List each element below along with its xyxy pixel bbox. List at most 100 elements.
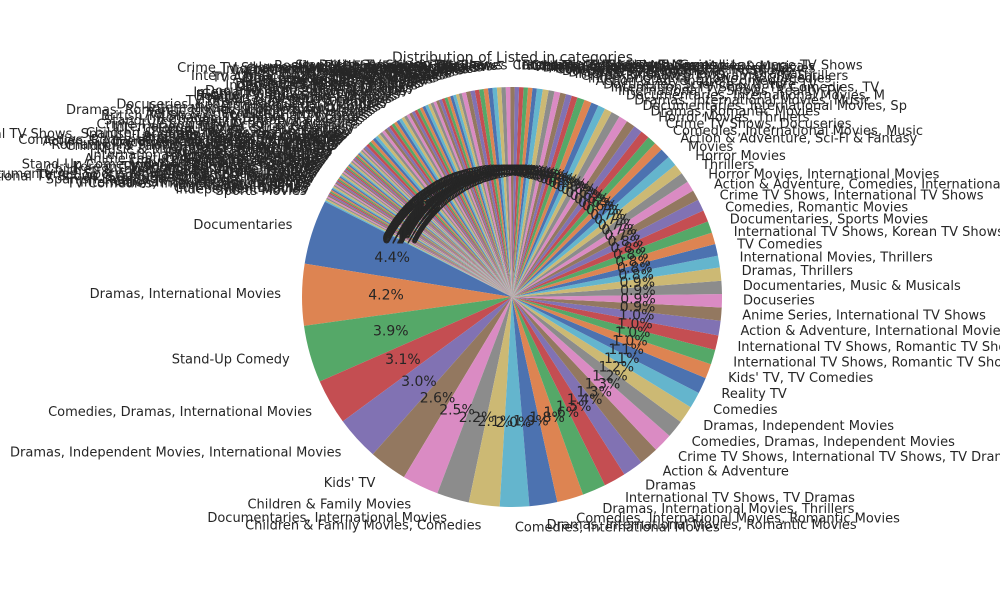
- slice-label: Dramas, Independent Movies, Internationa…: [10, 445, 342, 460]
- slice-percent-label: 0.1%: [400, 206, 436, 222]
- slice-label: Anime Features: [537, 60, 639, 75]
- slice-percent-label: 0.1%: [392, 215, 428, 231]
- slice-percent-label: 0.1%: [399, 206, 435, 222]
- pie-slice: [347, 165, 512, 297]
- slice-percent-label: 4.2%: [368, 288, 404, 304]
- slice-percent-label: 0.9%: [619, 275, 655, 291]
- pie-slice: [512, 199, 704, 297]
- slice-label: Classic Movies, Comedies: [147, 171, 314, 186]
- pie-slice: [496, 87, 512, 298]
- pie-slice: [389, 124, 512, 297]
- slice-label: Children & Family Movies, Anime Features: [46, 163, 320, 178]
- slice-percent-label: 0.3%: [486, 163, 522, 179]
- slice-label: International TV Shows, Spanish-Language…: [0, 127, 348, 142]
- slice-label: Dramas, Faith & Spirituality: [236, 80, 415, 95]
- slice-label: Anime Series: [223, 180, 309, 195]
- pie-slice: [512, 91, 561, 297]
- pie-slice: [483, 88, 512, 297]
- slice-label: Documentaries, International Movies, M: [626, 89, 885, 104]
- pie-slice: [332, 186, 512, 297]
- pie-slice: [512, 297, 706, 393]
- pie-slice: [450, 95, 512, 297]
- pie-slice: [336, 181, 512, 297]
- slice-label: Crime TV Shows, Spanish-Language TV Show…: [177, 61, 478, 76]
- slice-percent-label: 0.1%: [402, 204, 438, 220]
- pie-slice: [411, 111, 512, 297]
- slice-percent-label: 0.2%: [432, 180, 468, 196]
- slice-percent-label: 0.1%: [387, 223, 423, 239]
- slice-percent-label: 0.2%: [420, 187, 456, 203]
- pie-slice: [433, 101, 512, 298]
- slice-label: Reality TV: [721, 387, 787, 402]
- pie-slice: [512, 297, 625, 486]
- slice-label: Anime Series, International TV Shows: [742, 308, 986, 323]
- slice-percent-label: 0.1%: [389, 220, 425, 236]
- slice-percent-label: 2.2%: [459, 410, 495, 426]
- pie-slice: [339, 176, 512, 297]
- slice-label: Dramas, Romantic Movies, Independent Mov…: [66, 103, 376, 118]
- slice-label: Sci-Fi & Fantasy: [307, 83, 410, 98]
- slice-label: Documentaries, Sports Movies, Internatio…: [0, 167, 316, 182]
- pie-slice: [366, 143, 512, 297]
- slice-label: TV Mysteries, TV Thrillers: [161, 151, 327, 166]
- slice-percent-label: 0.4%: [528, 168, 564, 184]
- slice-label: TV Comedies, TV Dramas: [246, 81, 412, 96]
- slice-percent-label: 2.1%: [478, 414, 514, 430]
- slice-percent-label: 0.1%: [393, 214, 429, 230]
- pie-slice: [512, 87, 524, 298]
- slice-percent-label: 0.8%: [610, 240, 646, 256]
- pie-slice: [345, 167, 512, 297]
- slice-label: LGBTQ Movies, Dramas: [165, 164, 318, 179]
- pie-slice: [510, 87, 515, 298]
- pie-slice: [382, 130, 512, 297]
- pie-slice: [512, 255, 720, 297]
- slice-percent-label: 4.4%: [374, 250, 410, 266]
- slice-label: International Movies, Thrillers: [740, 250, 933, 265]
- pie-slice: [505, 87, 512, 297]
- pie-slice: [444, 97, 512, 297]
- slice-percent-label: 0.1%: [387, 222, 423, 238]
- slice-percent-label: 0.3%: [484, 163, 520, 179]
- slice-label: Crime TV Shows, Kids' TV: [170, 140, 336, 155]
- pie-slice: [419, 107, 512, 297]
- slice-percent-label: 0.1%: [387, 224, 423, 240]
- slice-percent-label: 1.9%: [513, 414, 549, 430]
- pie-slice: [362, 148, 512, 297]
- slice-percent-label: 0.2%: [410, 195, 446, 211]
- slice-percent-label: 0.8%: [613, 247, 649, 263]
- slice-percent-label: 3.1%: [385, 352, 421, 368]
- pie-slice: [458, 93, 512, 297]
- pie-slice: [354, 156, 512, 297]
- slice-percent-label: 0.6%: [561, 182, 597, 198]
- slice-percent-label: 0.2%: [421, 186, 457, 202]
- pie-slice: [452, 94, 512, 298]
- slice-label: Dramas, Sports Movies: [543, 61, 693, 76]
- pie-slice: [512, 232, 716, 297]
- slice-percent-label: 0.2%: [427, 182, 463, 198]
- pie-slice: [468, 297, 512, 507]
- pie-slice: [341, 173, 512, 297]
- slice-percent-label: 0.1%: [396, 210, 432, 226]
- slice-percent-label: 0.4%: [521, 166, 557, 182]
- slice-label: Independent Movies: [176, 182, 308, 197]
- slice-percent-label: 0.3%: [500, 163, 536, 179]
- pie-slice: [409, 112, 512, 297]
- slice-percent-label: 0.1%: [399, 207, 435, 223]
- slice-percent-label: 0.7%: [590, 207, 626, 223]
- slice-percent-label: 0.2%: [423, 185, 459, 201]
- slice-percent-label: 0.2%: [438, 176, 474, 192]
- slice-label: Comedies, International Movies, Romantic…: [576, 511, 900, 526]
- slice-label: Classic Movies, Dramas: [171, 155, 325, 170]
- slice-label: TV Dramas, TV Mysteries: [291, 66, 456, 81]
- slice-label: Dramas, TV Shows: [568, 65, 690, 80]
- slice-label: TV Dramas, TV Sci-Fi & Fantasy: [185, 94, 389, 109]
- pie-slice: [512, 126, 642, 297]
- slice-percent-label: 0.2%: [463, 167, 499, 183]
- slice-label: Horror Movies, Independent Movies: [252, 60, 483, 75]
- slice-percent-label: 0.2%: [409, 196, 445, 212]
- slice-percent-label: 0.5%: [540, 172, 576, 188]
- pie-slice: [512, 89, 549, 298]
- slice-percent-label: 0.2%: [436, 177, 472, 193]
- slice-percent-label: 0.3%: [476, 164, 512, 180]
- slice-percent-label: 0.6%: [578, 195, 614, 211]
